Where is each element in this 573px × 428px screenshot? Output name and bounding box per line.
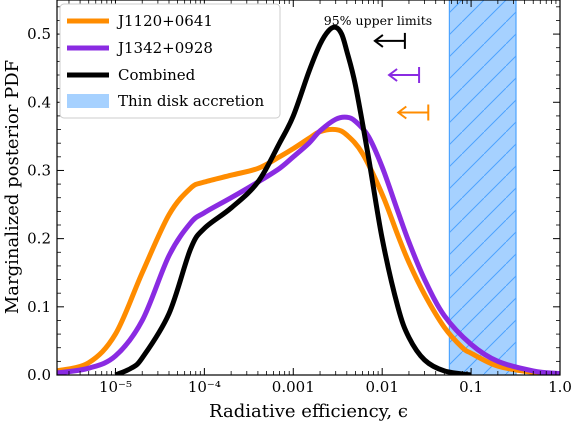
y-axis-label: Marginalized posterior PDF — [2, 60, 23, 314]
x-tick-label: 10⁻⁵ — [99, 378, 132, 396]
shaded-region-layer — [448, 0, 517, 375]
series-layer — [57, 24, 560, 375]
series-line-combined — [114, 24, 472, 375]
y-ticks: 0.0 0.1 0.2 0.3 0.4 0.5 — [27, 6, 560, 384]
upper-limit-j1342 — [387, 67, 421, 83]
y-tick-label: 0.1 — [27, 298, 51, 316]
x-tick-label: 10⁻⁴ — [188, 378, 221, 396]
upper-limits-layer — [373, 32, 430, 121]
y-tick-label: 0.0 — [27, 366, 51, 384]
legend-label-j1120: J1120+0641 — [116, 12, 213, 30]
upper-limit-j1120 — [396, 104, 430, 121]
legend-label-combined: Combined — [118, 66, 196, 84]
legend-frame — [59, 3, 281, 119]
upper-limits-title: 95% upper limits — [324, 13, 432, 28]
x-ticks: 10⁻⁵ 10⁻⁴ 0.001 0.01 0.1 1.0 — [68, 0, 572, 396]
y-tick-label: 0.5 — [27, 25, 51, 43]
y-tick-label: 0.4 — [27, 93, 51, 111]
y-tick-label: 0.3 — [27, 161, 51, 179]
series-line-j1342 — [57, 114, 560, 375]
x-axis-label: Radiative efficiency, ϵ — [209, 401, 408, 422]
thin-disk-hatch — [449, 0, 517, 375]
limit-arrow-head — [387, 68, 398, 82]
legend-swatch-thin-disk — [67, 94, 109, 108]
upper-limit-combined — [373, 32, 406, 49]
legend: J1120+0641 J1342+0928 Combined Thin disk… — [59, 3, 281, 119]
limit-arrow-head — [396, 105, 407, 120]
x-tick-label: 0.001 — [272, 378, 315, 396]
limit-arrow-head — [373, 34, 384, 48]
plot-frame — [56, 0, 561, 376]
legend-label-j1342: J1342+0928 — [116, 39, 213, 57]
y-tick-label: 0.2 — [27, 230, 51, 248]
x-tick-label: 0.1 — [459, 378, 483, 396]
x-tick-label: 1.0 — [548, 378, 572, 396]
legend-label-thin-disk: Thin disk accretion — [118, 92, 264, 110]
x-tick-label: 0.01 — [365, 378, 398, 396]
series-line-j1120 — [57, 126, 560, 375]
